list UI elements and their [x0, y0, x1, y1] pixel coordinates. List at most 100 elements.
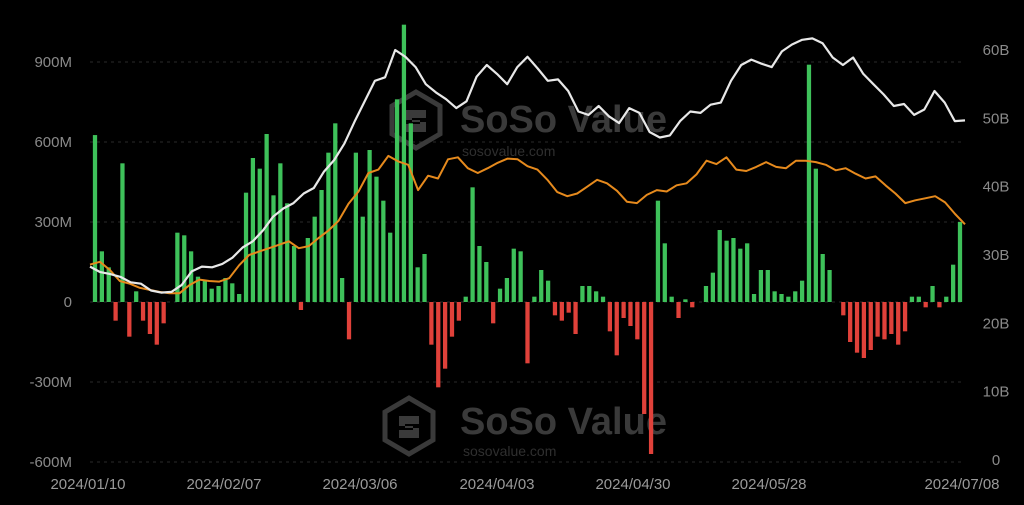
flow-bar — [195, 276, 201, 302]
flow-bar — [868, 302, 873, 350]
flow-bar — [703, 286, 709, 302]
flow-bar — [854, 302, 860, 353]
flow-bar — [683, 299, 688, 302]
sosovalue-logo-icon — [389, 89, 443, 151]
flow-bar — [779, 294, 784, 302]
x-tick-label: 2024/05/28 — [731, 476, 806, 493]
flow-bar — [662, 243, 667, 302]
x-tick-label: 2024/03/06 — [322, 476, 397, 493]
flow-bar — [882, 302, 887, 340]
flow-bar — [710, 272, 715, 302]
flow-bar — [751, 294, 757, 302]
flow-bar — [209, 288, 214, 302]
flow-bar — [237, 294, 242, 302]
flow-bar — [909, 296, 915, 302]
grid-lines — [90, 61, 965, 463]
left-axis: 900M 600M 300M 0 -300M -600M — [29, 54, 72, 471]
flow-bar — [298, 302, 304, 310]
flow-bar — [738, 248, 743, 302]
flow-bar — [456, 302, 461, 321]
flow-bar — [388, 232, 393, 302]
flow-bar — [539, 270, 544, 302]
flow-bar — [223, 278, 228, 302]
flow-bar — [902, 302, 908, 332]
left-tick-label: -600M — [29, 454, 72, 471]
x-tick-label: 2024/04/03 — [459, 476, 534, 493]
flow-bar — [957, 222, 963, 302]
flow-bar — [429, 302, 434, 345]
flow-bar — [937, 302, 942, 308]
flow-bar — [573, 302, 578, 334]
flow-bar — [607, 302, 613, 332]
flow-bar — [806, 64, 812, 302]
left-tick-label: 300M — [34, 214, 72, 231]
flow-bar — [154, 302, 159, 345]
watermark-url: sosovalue.com — [462, 143, 555, 159]
white-series-line — [89, 37, 966, 294]
flow-bar — [690, 302, 695, 308]
flow-bar — [594, 291, 599, 302]
flow-bar — [326, 152, 331, 302]
flow-bar — [463, 296, 468, 302]
flow-bar — [161, 302, 166, 324]
flow-bar — [216, 286, 221, 302]
x-tick-label: 2024/02/07 — [186, 476, 261, 493]
x-axis: 2024/01/10 2024/02/07 2024/03/06 2024/04/03… — [50, 476, 999, 493]
flow-bar — [394, 99, 400, 302]
right-tick-label: 0 — [992, 452, 1000, 469]
flow-bar — [827, 270, 832, 302]
flow-bar — [559, 302, 564, 321]
x-tick-label: 2024/01/10 — [50, 476, 125, 493]
flow-bar — [614, 302, 619, 356]
right-tick-label: 40B — [983, 179, 1010, 196]
flow-bar — [772, 291, 777, 302]
flow-bar — [655, 200, 661, 302]
flow-bar — [113, 302, 118, 321]
flow-bar — [518, 251, 523, 302]
flow-bar — [408, 123, 413, 302]
flow-bar — [250, 158, 256, 302]
flow-bar — [951, 264, 956, 302]
flow-bar — [841, 302, 846, 316]
flow-bar — [140, 302, 146, 321]
flow-bar — [442, 302, 448, 369]
flow-bar — [264, 134, 269, 302]
flow-bar — [120, 163, 125, 302]
flow-bar — [875, 302, 880, 337]
flow-bar — [175, 232, 180, 302]
watermark-top: SoSo Value sosovalue.com — [389, 89, 667, 159]
flow-bar — [648, 302, 654, 454]
flow-bar — [491, 302, 496, 324]
flow-bar — [793, 291, 798, 302]
flow-bar — [484, 262, 489, 302]
flow-bar — [511, 248, 516, 302]
flow-bar — [99, 251, 104, 302]
flow-bar — [106, 267, 111, 302]
flow-bar — [676, 302, 681, 318]
left-tick-label: 900M — [34, 54, 72, 71]
left-tick-label: -300M — [29, 374, 72, 391]
flow-bar — [278, 163, 283, 302]
flow-bar — [353, 152, 358, 302]
flow-bar — [504, 278, 510, 302]
flow-bar — [374, 176, 379, 302]
flow-bar — [889, 302, 894, 334]
flow-bar — [360, 216, 365, 302]
flow-bar — [367, 150, 372, 302]
flow-bar — [449, 302, 455, 337]
flow-bar — [813, 168, 818, 302]
flow-bar — [340, 278, 345, 302]
flow-bar — [745, 243, 750, 302]
flow-bar — [642, 302, 647, 414]
flow-bar — [930, 286, 935, 302]
flow-bar — [127, 302, 132, 337]
flow-bar — [621, 302, 626, 318]
flow-bar — [717, 230, 722, 302]
flow-bar — [182, 235, 187, 302]
flow-bar — [422, 254, 427, 302]
flow-bar — [381, 200, 386, 302]
flow-bar — [532, 296, 537, 302]
flow-bar — [861, 302, 867, 358]
watermark-url: sosovalue.com — [463, 443, 556, 459]
